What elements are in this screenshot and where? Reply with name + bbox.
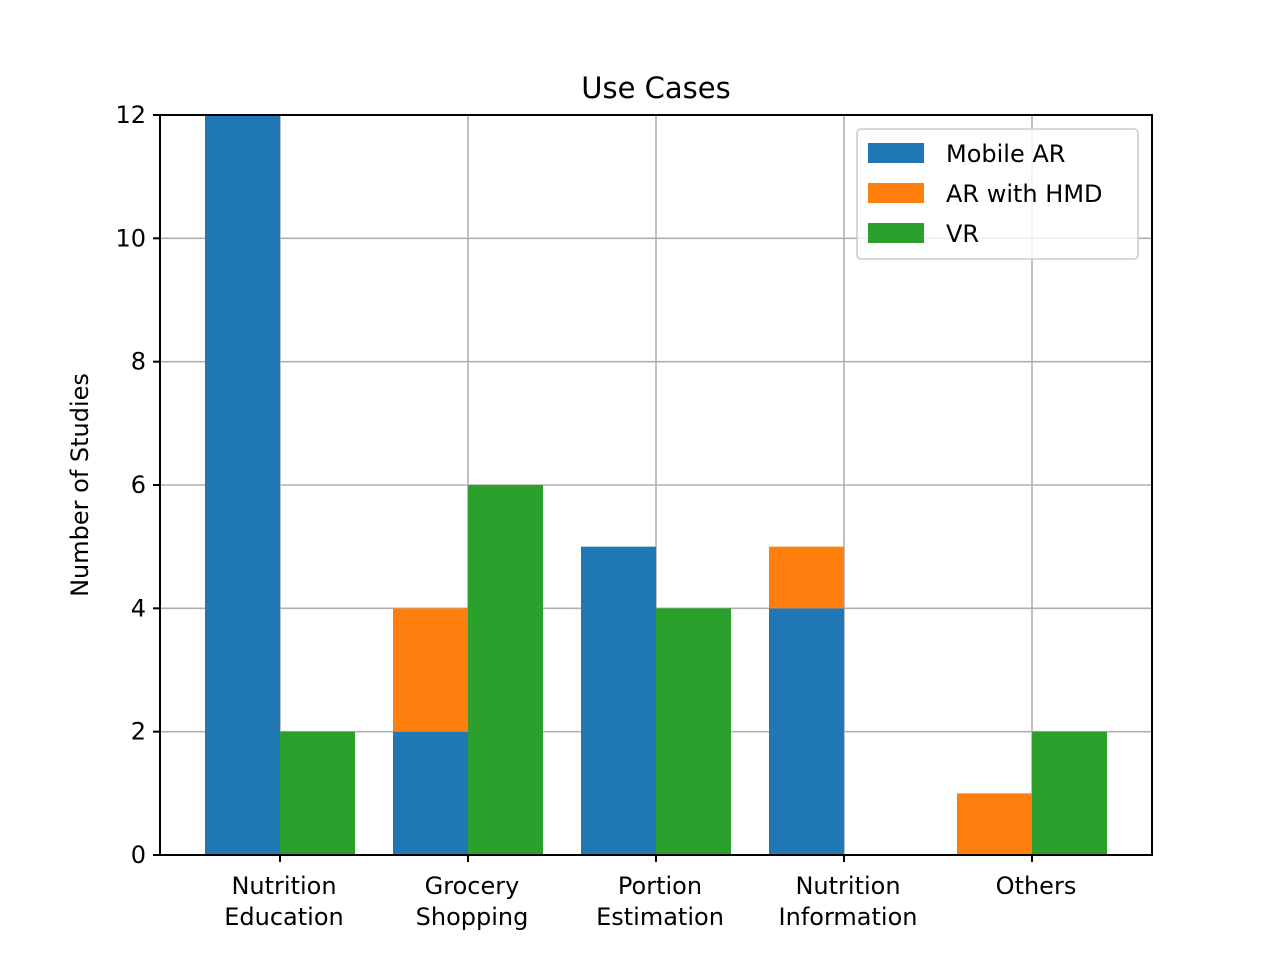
x-tick-label: Estimation: [596, 903, 724, 931]
x-tick-label: Nutrition: [231, 872, 336, 900]
x-tick-label: Shopping: [416, 903, 529, 931]
x-tick-label: Nutrition: [795, 872, 900, 900]
axis-ticks: 0 2 4 6 8 10 12 Nutrition Education Grocery Shoppi…: [115, 101, 1076, 931]
x-tick-label: Grocery: [425, 872, 520, 900]
x-tick-label: Information: [779, 903, 918, 931]
bar-vr: [468, 485, 543, 855]
bar-vr: [280, 731, 355, 855]
legend-label: AR with HMD: [946, 180, 1103, 208]
bar-vr: [1032, 731, 1107, 855]
x-tick-label: Portion: [618, 872, 702, 900]
y-tick-label: 2: [131, 718, 146, 746]
chart-title: Use Cases: [581, 71, 730, 105]
legend-swatch: [868, 223, 924, 243]
y-tick-label: 0: [131, 841, 146, 869]
bar-vr: [656, 608, 731, 855]
y-tick-label: 4: [131, 594, 146, 622]
legend-label: Mobile AR: [946, 140, 1065, 168]
y-axis-label: Number of Studies: [66, 373, 94, 597]
legend-box: [856, 128, 1139, 260]
bar-mobile-ar: [581, 546, 656, 855]
x-tick-label: Others: [996, 872, 1077, 900]
bar-ar-with-hmd: [769, 546, 844, 609]
y-tick-label: 8: [131, 348, 146, 376]
legend-swatch: [868, 183, 924, 203]
bar-mobile-ar: [205, 115, 280, 855]
bars: [205, 115, 1107, 855]
bar-ar-with-hmd: [957, 793, 1032, 855]
legend: Mobile AR AR with HMD VR: [856, 128, 1139, 260]
bar-mobile-ar: [393, 731, 468, 855]
y-tick-label: 6: [131, 471, 146, 499]
legend-swatch: [868, 143, 924, 163]
y-tick-label: 12: [115, 101, 146, 129]
x-tick-label: Education: [224, 903, 343, 931]
y-tick-label: 10: [115, 224, 146, 252]
legend-label: VR: [946, 220, 979, 248]
bar-mobile-ar: [769, 608, 844, 855]
bar-ar-with-hmd: [393, 608, 468, 732]
